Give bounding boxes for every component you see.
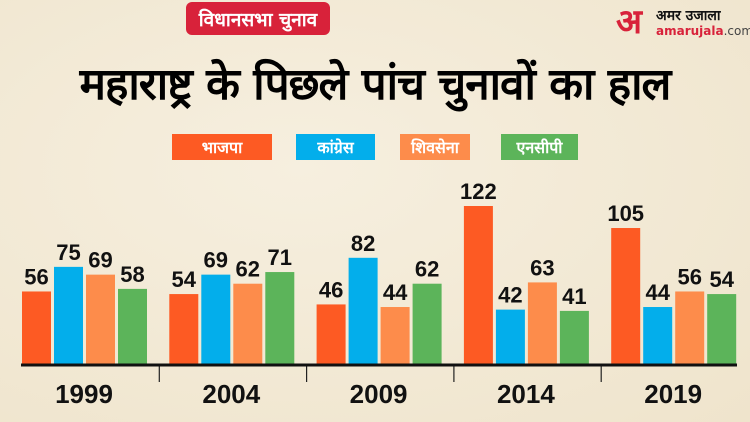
amarujala-logo[interactable]: अ अमर उजाला amarujala.com xyxy=(614,4,750,44)
data-label: 54 xyxy=(709,267,734,292)
bar xyxy=(118,288,147,364)
data-label: 56 xyxy=(24,264,48,289)
x-tick-label: 2019 xyxy=(644,379,702,409)
data-label: 122 xyxy=(460,179,497,204)
data-label: 105 xyxy=(607,201,644,226)
data-label: 46 xyxy=(319,277,343,302)
legend-ncp: एनसीपी xyxy=(501,134,578,160)
logo-url-tld: .com xyxy=(723,24,750,38)
data-label: 44 xyxy=(383,280,408,305)
data-label: 75 xyxy=(56,240,80,265)
data-label: 44 xyxy=(645,280,670,305)
data-label: 54 xyxy=(172,267,197,292)
data-label: 42 xyxy=(498,283,522,308)
data-label: 82 xyxy=(351,231,375,256)
data-label: 71 xyxy=(268,245,292,270)
data-label: 41 xyxy=(562,284,586,309)
legend-congress: कांग्रेस xyxy=(296,134,375,160)
bar xyxy=(559,310,589,364)
logo-url: amarujala.com xyxy=(656,24,750,38)
bar xyxy=(316,304,346,364)
x-tick-label: 2009 xyxy=(350,379,408,409)
logo-mark: अ xyxy=(616,2,642,42)
x-tick-label: 2014 xyxy=(497,379,555,409)
x-tick-label: 1999 xyxy=(55,379,113,409)
bar xyxy=(463,206,493,364)
bar xyxy=(22,291,51,364)
bar xyxy=(201,274,231,364)
logo-name: अमर उजाला xyxy=(656,8,721,24)
bar xyxy=(86,274,115,364)
bar xyxy=(675,291,705,364)
bar xyxy=(495,309,525,364)
legend-shivsena: शिवसेना xyxy=(400,134,470,160)
data-label: 69 xyxy=(88,248,112,273)
bar xyxy=(611,228,641,364)
data-label: 62 xyxy=(236,257,260,282)
section-badge: विधानसभा चुनाव xyxy=(186,2,330,35)
bar xyxy=(527,282,557,364)
bar xyxy=(643,307,673,364)
bar xyxy=(348,257,378,364)
bar xyxy=(380,307,410,364)
bar xyxy=(169,294,199,364)
data-label: 69 xyxy=(204,248,228,273)
data-label: 58 xyxy=(120,262,144,287)
bar xyxy=(412,283,442,364)
data-label: 56 xyxy=(677,264,701,289)
legend-bjp: भाजपा xyxy=(172,134,272,160)
logo-url-main: amarujala xyxy=(656,24,724,38)
bar xyxy=(233,283,263,364)
data-label: 62 xyxy=(415,257,439,282)
x-tick-label: 2004 xyxy=(202,379,260,409)
data-label: 63 xyxy=(530,255,554,280)
bar xyxy=(707,294,737,364)
chart-title: महाराष्ट्र के पिछले पांच चुनावों का हाल xyxy=(79,59,672,110)
bar xyxy=(265,272,295,364)
bar xyxy=(54,266,83,364)
